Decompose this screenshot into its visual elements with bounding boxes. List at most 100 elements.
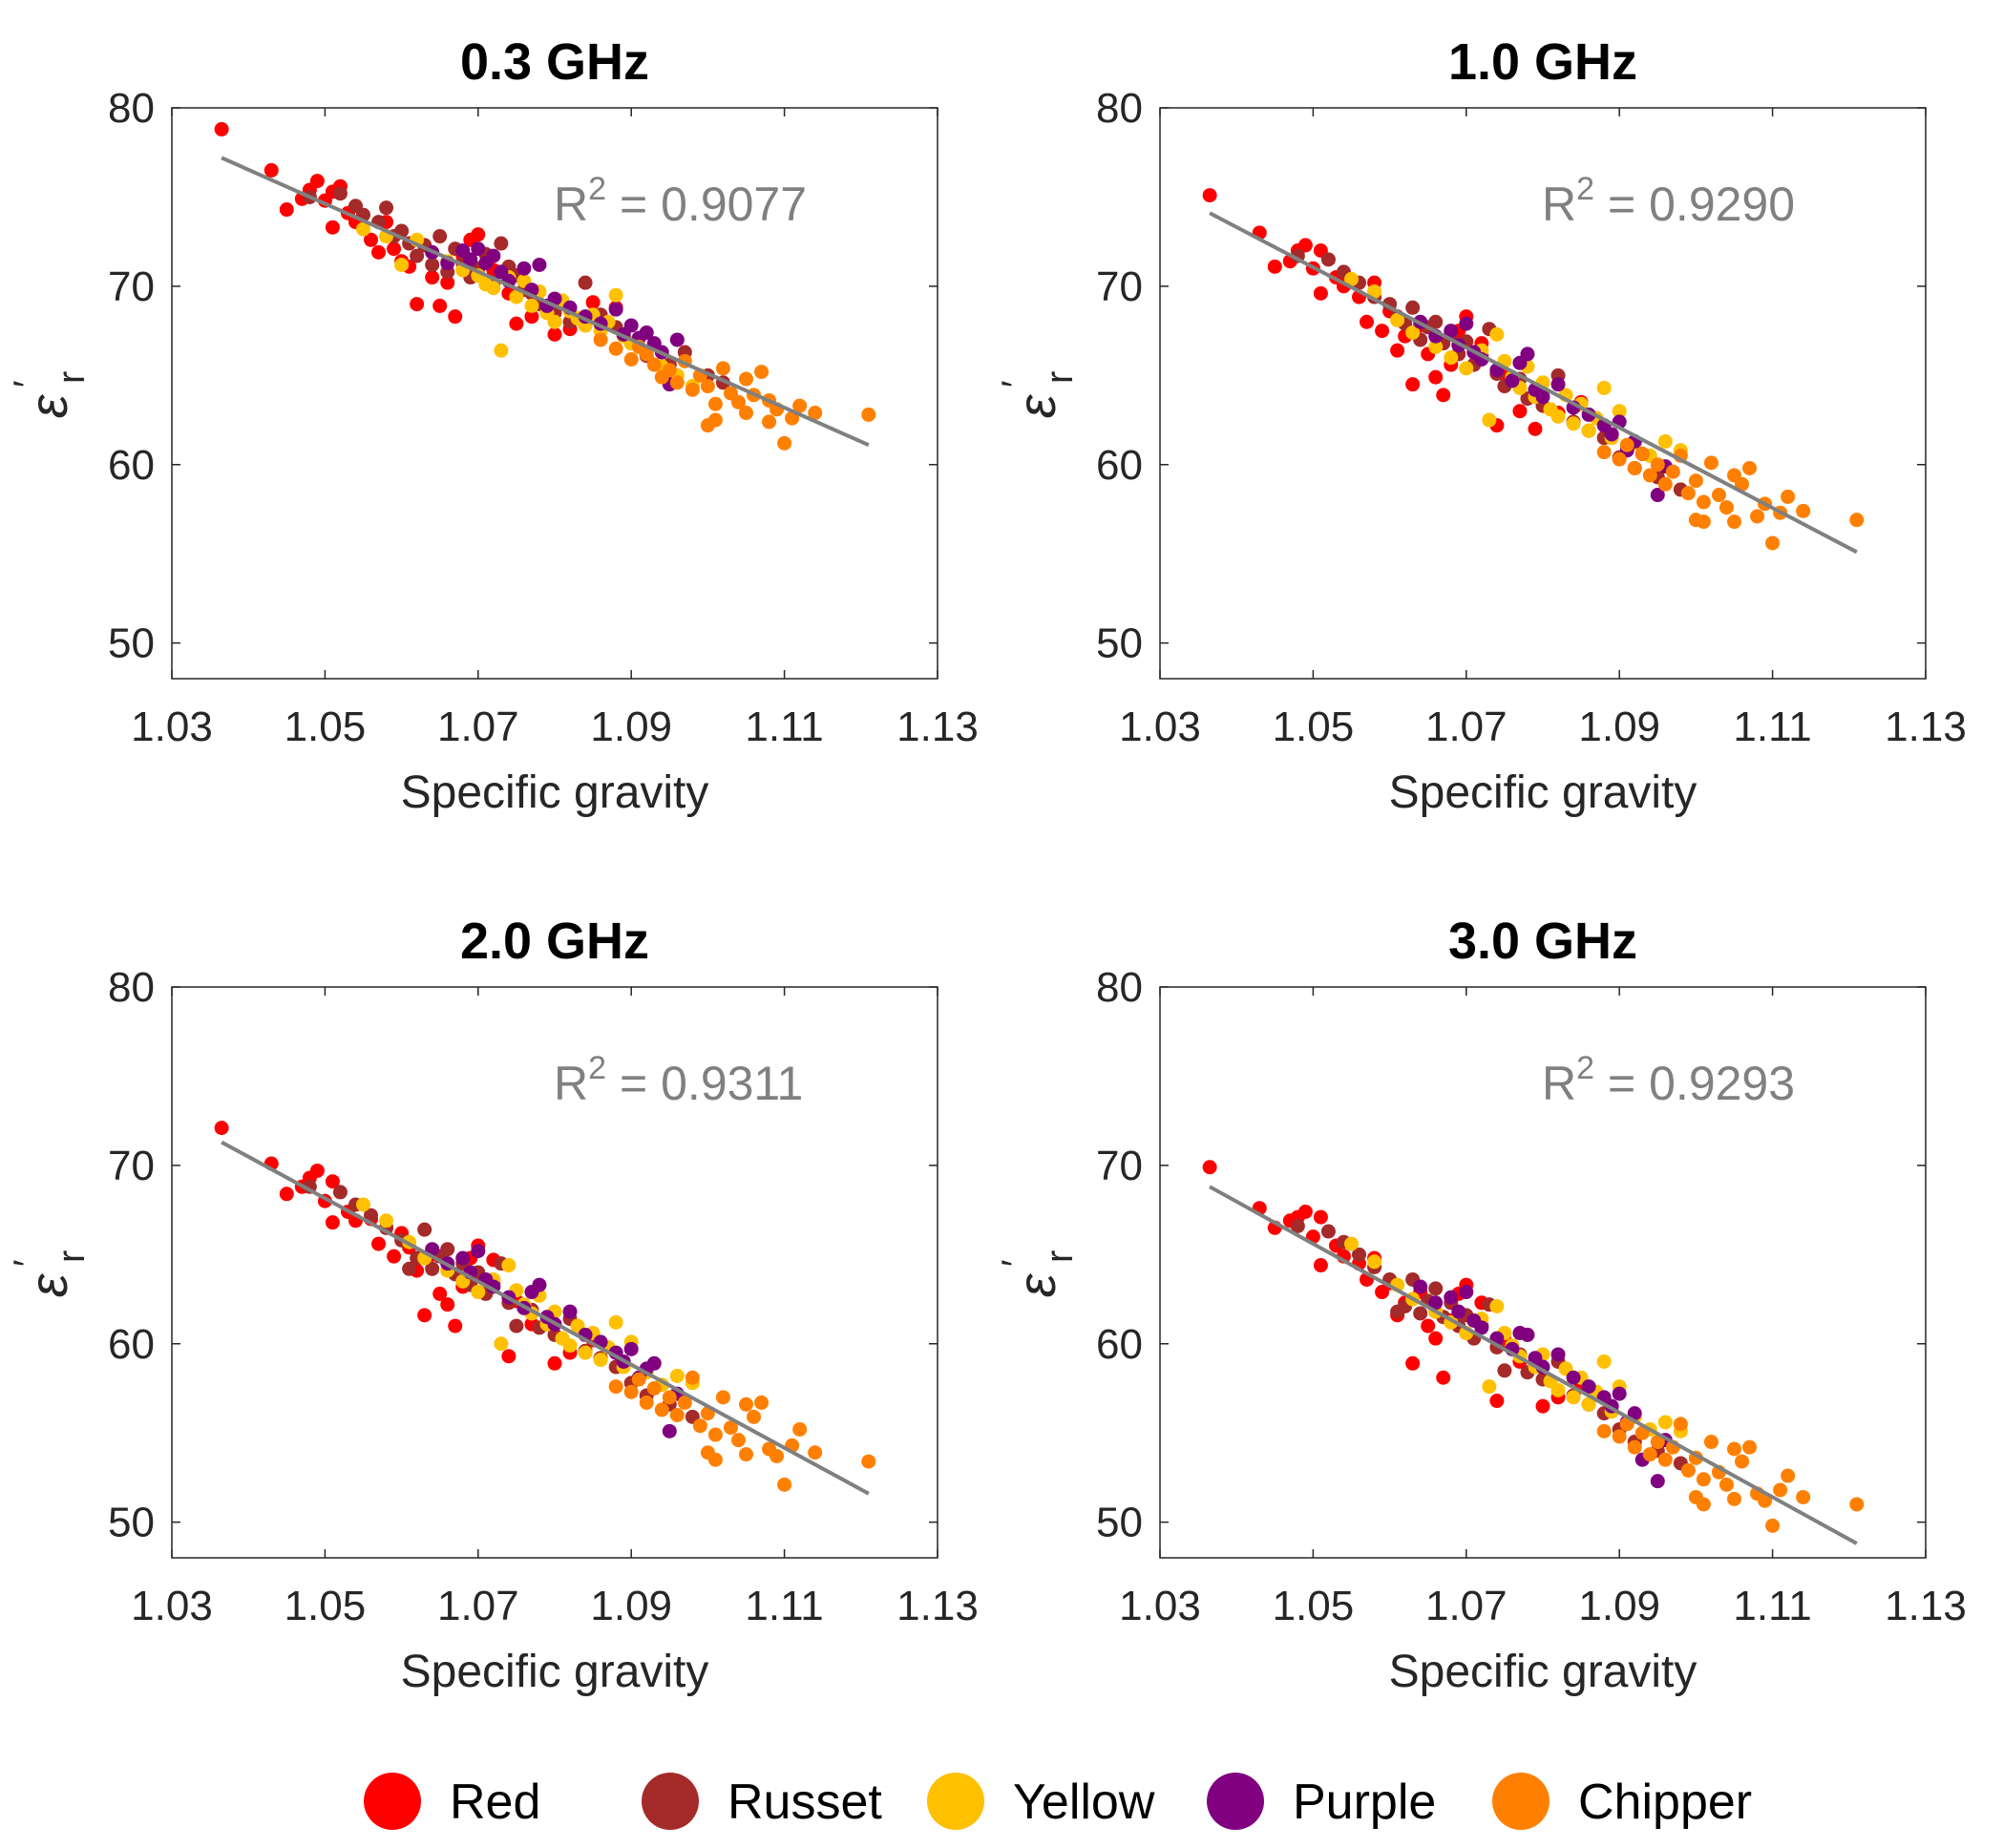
data-point bbox=[1781, 489, 1796, 504]
data-point bbox=[1459, 316, 1474, 331]
data-point bbox=[639, 1395, 654, 1410]
data-point bbox=[364, 1208, 379, 1223]
data-point bbox=[1459, 1285, 1474, 1300]
data-point bbox=[1482, 1379, 1497, 1395]
data-point bbox=[471, 242, 486, 257]
data-point bbox=[1657, 1415, 1673, 1430]
data-point bbox=[1405, 300, 1421, 315]
data-point bbox=[1727, 1491, 1741, 1506]
series-chipper bbox=[608, 1370, 876, 1492]
y-axis-label-subscript: r bbox=[1039, 371, 1081, 384]
data-point bbox=[669, 375, 685, 390]
data-point bbox=[471, 1244, 486, 1259]
data-point bbox=[1727, 514, 1741, 530]
data-point bbox=[730, 1433, 746, 1448]
legend-label: Purple bbox=[1293, 1774, 1436, 1830]
data-point bbox=[432, 229, 448, 244]
data-point bbox=[1650, 1474, 1665, 1489]
data-point bbox=[646, 357, 662, 372]
data-point bbox=[707, 1452, 723, 1467]
data-point bbox=[1581, 1379, 1596, 1395]
data-point bbox=[1535, 389, 1550, 405]
x-tick-label: 1.13 bbox=[1885, 704, 1967, 750]
r-squared-value: = 0.9290 bbox=[1608, 178, 1795, 231]
data-point bbox=[1428, 314, 1444, 329]
y-tick-label: 50 bbox=[108, 620, 155, 667]
y-tick-label: 70 bbox=[1096, 263, 1143, 310]
data-point bbox=[1657, 476, 1673, 492]
y-tick-label: 80 bbox=[108, 964, 155, 1011]
y-tick-label: 70 bbox=[1096, 1143, 1143, 1189]
x-tick-label: 1.05 bbox=[1273, 704, 1355, 750]
data-point bbox=[662, 363, 677, 378]
data-point bbox=[494, 343, 509, 358]
data-point bbox=[432, 1286, 448, 1301]
data-point bbox=[279, 202, 294, 218]
legend-label: Red bbox=[450, 1774, 540, 1830]
data-point bbox=[1535, 1398, 1550, 1414]
series-chipper bbox=[593, 332, 876, 451]
data-point bbox=[747, 1409, 762, 1424]
fit-line bbox=[221, 1140, 870, 1496]
data-point bbox=[1849, 1497, 1865, 1512]
data-point bbox=[509, 316, 524, 331]
data-point bbox=[1596, 380, 1612, 395]
data-point bbox=[1566, 416, 1581, 431]
data-point bbox=[1405, 325, 1421, 340]
x-tick-label: 1.09 bbox=[590, 704, 672, 750]
data-point bbox=[1696, 514, 1711, 530]
y-tick-label: 60 bbox=[1096, 1321, 1143, 1368]
data-point bbox=[777, 435, 792, 451]
data-point bbox=[1665, 464, 1680, 479]
data-point bbox=[1550, 1347, 1566, 1362]
data-point bbox=[1680, 486, 1696, 501]
data-point bbox=[1627, 1439, 1642, 1455]
data-point bbox=[1405, 1355, 1421, 1371]
data-point bbox=[669, 1408, 685, 1422]
data-point bbox=[669, 332, 685, 347]
y-tick-label: 60 bbox=[108, 442, 155, 489]
data-point bbox=[1297, 1204, 1313, 1219]
data-point bbox=[1202, 1160, 1217, 1175]
r-squared-base: R bbox=[1542, 178, 1576, 231]
data-point bbox=[1320, 1224, 1336, 1239]
legend: Red Russet Yellow Purple Chipper bbox=[364, 1773, 1752, 1830]
data-point bbox=[440, 1242, 455, 1257]
data-point bbox=[1735, 1454, 1750, 1469]
data-point bbox=[1581, 423, 1596, 438]
data-point bbox=[662, 1423, 677, 1438]
data-point bbox=[654, 1402, 669, 1418]
legend-marker bbox=[642, 1773, 699, 1830]
data-point bbox=[356, 1197, 370, 1212]
data-point bbox=[646, 1355, 662, 1371]
legend-item-chipper: Chipper bbox=[1492, 1773, 1752, 1830]
data-point bbox=[1320, 252, 1336, 267]
chart-title: 0.3 GHz bbox=[460, 33, 649, 91]
fit-line bbox=[221, 156, 870, 448]
data-point bbox=[608, 302, 623, 317]
data-point bbox=[1696, 1497, 1711, 1512]
data-point bbox=[1849, 513, 1865, 528]
y-axis-label-subscript: r bbox=[51, 1250, 93, 1263]
data-point bbox=[1375, 324, 1390, 339]
data-point bbox=[1750, 509, 1765, 524]
data-point bbox=[1718, 500, 1734, 515]
y-axis-label-symbol: ε bbox=[1006, 393, 1066, 418]
data-point bbox=[1489, 1394, 1505, 1409]
data-point bbox=[1688, 473, 1703, 489]
data-point bbox=[325, 1174, 340, 1189]
data-point bbox=[1742, 1439, 1758, 1455]
legend-marker bbox=[927, 1773, 984, 1830]
x-tick-label: 1.09 bbox=[1578, 1583, 1660, 1629]
data-point bbox=[1367, 284, 1382, 299]
data-point bbox=[1627, 1406, 1642, 1421]
data-point bbox=[669, 1368, 685, 1383]
data-point bbox=[1436, 1370, 1451, 1385]
y-tick-label: 80 bbox=[1096, 964, 1143, 1011]
data-point bbox=[1428, 1331, 1444, 1346]
data-point bbox=[685, 1370, 700, 1385]
r-squared-value: = 0.9293 bbox=[1608, 1057, 1795, 1110]
axes-box bbox=[171, 986, 938, 1559]
data-point bbox=[1528, 421, 1543, 436]
data-point bbox=[623, 351, 639, 367]
